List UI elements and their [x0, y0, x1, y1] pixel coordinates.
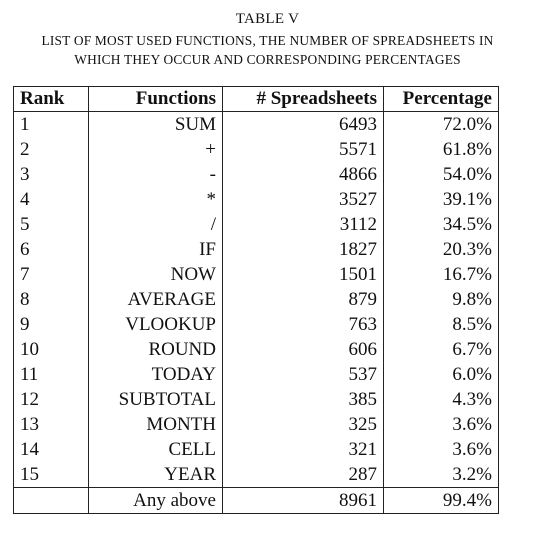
percentage-cell: 4.3%	[383, 387, 499, 412]
function-cell: IF	[88, 237, 223, 262]
table-body: 1 SUM 6493 72.0% 2 +5571 61.8% 3-4866 54.0% 4 * 352…	[13, 111, 499, 488]
percentage-cell: 61.8%	[383, 137, 499, 162]
spreadsheets-cell: 879	[222, 287, 384, 312]
spreadsheets-cell: 4866	[222, 162, 384, 187]
rank-cell: 4	[13, 187, 89, 212]
rank-cell: 15	[13, 462, 89, 488]
function-cell: *	[88, 187, 223, 212]
rank-cell: 9	[13, 312, 89, 337]
rank-cell: 10	[13, 337, 89, 362]
percentage-cell: 20.3%	[383, 237, 499, 262]
table-row: 10 ROUND 606 6.7%	[13, 337, 499, 362]
function-cell: SUBTOTAL	[88, 387, 223, 412]
rank-cell: 14	[13, 437, 89, 462]
spreadsheets-cell: 6493	[222, 111, 384, 137]
table-row: 12 SUBTOTAL 385 4.3%	[13, 387, 499, 412]
table-row: 11 TODAY 537 6.0%	[13, 362, 499, 387]
total-spreadsheets-cell: 8961	[222, 487, 384, 514]
spreadsheets-cell: 3112	[222, 212, 384, 237]
rank-cell: 12	[13, 387, 89, 412]
total-rank-cell	[13, 487, 89, 514]
header-rank: Rank	[13, 86, 89, 112]
percentage-cell: 3.6%	[383, 412, 499, 437]
table-row: 9 VLOOKUP 763 8.5%	[13, 312, 499, 337]
spreadsheets-cell: 537	[222, 362, 384, 387]
spreadsheets-cell: 5571	[222, 137, 384, 162]
table-row: 14 CELL 321 3.6%	[13, 437, 499, 462]
table-row: 15 YEAR 287 3.2%	[13, 462, 499, 488]
total-function-cell: Any above	[88, 487, 223, 514]
function-cell: MONTH	[88, 412, 223, 437]
rank-cell: 1	[13, 111, 89, 137]
function-cell: AVERAGE	[88, 287, 223, 312]
table-row: 4 * 3527 39.1%	[13, 187, 499, 212]
table-row: 2 +5571 61.8%	[13, 137, 499, 162]
percentage-cell: 39.1%	[383, 187, 499, 212]
table-row: 5/3112 34.5%	[13, 212, 499, 237]
header-spreadsheets: # Spreadsheets	[222, 86, 384, 112]
spreadsheets-cell: 3527	[222, 187, 384, 212]
percentage-cell: 6.7%	[383, 337, 499, 362]
rank-cell: 13	[13, 412, 89, 437]
spreadsheets-cell: 325	[222, 412, 384, 437]
rank-cell: 7	[13, 262, 89, 287]
rank-cell: 5	[13, 212, 89, 237]
function-cell: CELL	[88, 437, 223, 462]
rank-cell: 3	[13, 162, 89, 187]
header-percentage: Percentage	[383, 86, 499, 112]
table-total-row: Any above 8961 99.4%	[13, 487, 499, 514]
percentage-cell: 3.2%	[383, 462, 499, 488]
table-row: 8 AVERAGE 879 9.8%	[13, 287, 499, 312]
table-header-row: Rank Functions # Spreadsheets Percentage	[13, 86, 499, 112]
percentage-cell: 6.0%	[383, 362, 499, 387]
functions-table: Rank Functions # Spreadsheets Percentage…	[13, 86, 499, 514]
spreadsheets-cell: 606	[222, 337, 384, 362]
table-row: 1 SUM 6493 72.0%	[13, 111, 499, 137]
percentage-cell: 16.7%	[383, 262, 499, 287]
spreadsheets-cell: 763	[222, 312, 384, 337]
rank-cell: 2	[13, 137, 89, 162]
function-cell: SUM	[88, 111, 223, 137]
table-row: 13 MONTH 325 3.6%	[13, 412, 499, 437]
total-percentage-cell: 99.4%	[383, 487, 499, 514]
spreadsheets-cell: 1501	[222, 262, 384, 287]
percentage-cell: 72.0%	[383, 111, 499, 137]
spreadsheets-cell: 321	[222, 437, 384, 462]
function-cell: YEAR	[88, 462, 223, 488]
spreadsheets-cell: 287	[222, 462, 384, 488]
percentage-cell: 3.6%	[383, 437, 499, 462]
function-cell: -	[88, 162, 223, 187]
table-title: TABLE V	[235, 11, 300, 27]
header-functions: Functions	[88, 86, 223, 112]
rank-cell: 11	[13, 362, 89, 387]
function-cell: ROUND	[88, 337, 223, 362]
spreadsheets-cell: 385	[222, 387, 384, 412]
percentage-cell: 34.5%	[383, 212, 499, 237]
rank-cell: 8	[13, 287, 89, 312]
function-cell: VLOOKUP	[88, 312, 223, 337]
table-caption-line-2: WHICH THEY OCCUR AND CORRESPONDING PERCE…	[74, 52, 461, 67]
function-cell: +	[88, 137, 223, 162]
percentage-cell: 9.8%	[383, 287, 499, 312]
function-cell: /	[88, 212, 223, 237]
percentage-cell: 54.0%	[383, 162, 499, 187]
rank-cell: 6	[13, 237, 89, 262]
table-row: 6 IF 1827 20.3%	[13, 237, 499, 262]
function-cell: NOW	[88, 262, 223, 287]
function-cell: TODAY	[88, 362, 223, 387]
table-row: 3-4866 54.0%	[13, 162, 499, 187]
spreadsheets-cell: 1827	[222, 237, 384, 262]
percentage-cell: 8.5%	[383, 312, 499, 337]
table-caption-line-1: LIST OF MOST USED FUNCTIONS, THE NUMBER …	[41, 33, 494, 48]
table-row: 7 NOW 1501 16.7%	[13, 262, 499, 287]
